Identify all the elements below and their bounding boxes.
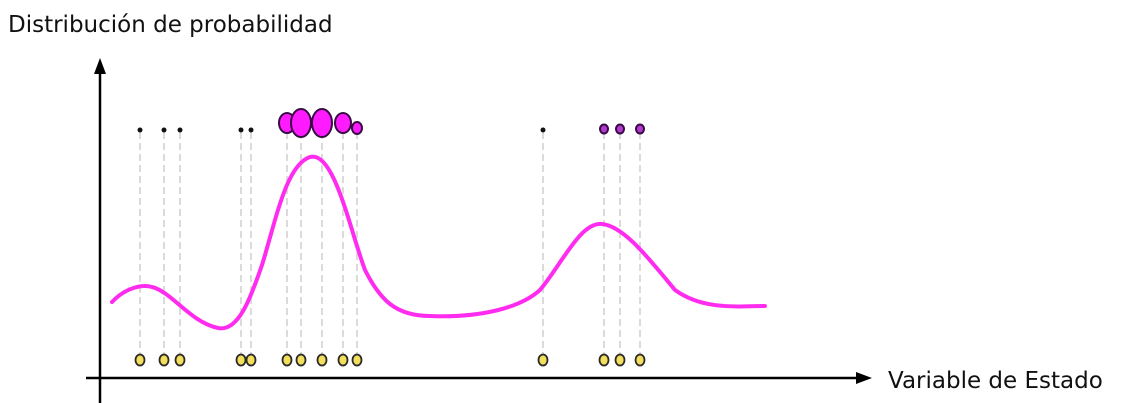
- state-samples: [134, 353, 646, 367]
- x-axis-label: Variable de Estado: [888, 368, 1103, 394]
- particle-dot: [238, 127, 244, 133]
- sample-point: [295, 353, 307, 367]
- y-axis-arrowhead: [94, 58, 106, 74]
- sample-point: [245, 353, 257, 367]
- sample-point: [235, 353, 247, 367]
- particle-dot: [161, 127, 167, 133]
- particle-weighted: [290, 108, 312, 138]
- sample-point: [134, 353, 146, 367]
- particle-weighted: [334, 112, 352, 134]
- particle-dot: [248, 127, 254, 133]
- sample-point: [281, 353, 293, 367]
- sample-point: [598, 353, 610, 367]
- particle-weighted: [615, 123, 625, 135]
- sample-point: [316, 353, 328, 367]
- guide-lines: [139, 132, 641, 354]
- particle-weighted: [599, 123, 609, 135]
- x-axis-arrowhead: [856, 372, 872, 384]
- weighted-particles: [137, 108, 645, 138]
- probability-curve: [110, 154, 767, 331]
- particle-dot: [177, 127, 183, 133]
- particle-weighted: [311, 108, 333, 138]
- sample-point: [614, 353, 626, 367]
- y-axis-label: Distribución de probabilidad: [8, 12, 333, 38]
- sample-point: [174, 353, 186, 367]
- sample-point: [634, 353, 646, 367]
- sample-point: [158, 353, 170, 367]
- particle-dot: [540, 127, 546, 133]
- sample-point: [351, 353, 363, 367]
- sample-point: [337, 353, 349, 367]
- sample-point: [537, 353, 549, 367]
- particle-weighted: [635, 123, 645, 135]
- particle-weighted: [351, 121, 363, 135]
- particle-dot: [137, 127, 143, 133]
